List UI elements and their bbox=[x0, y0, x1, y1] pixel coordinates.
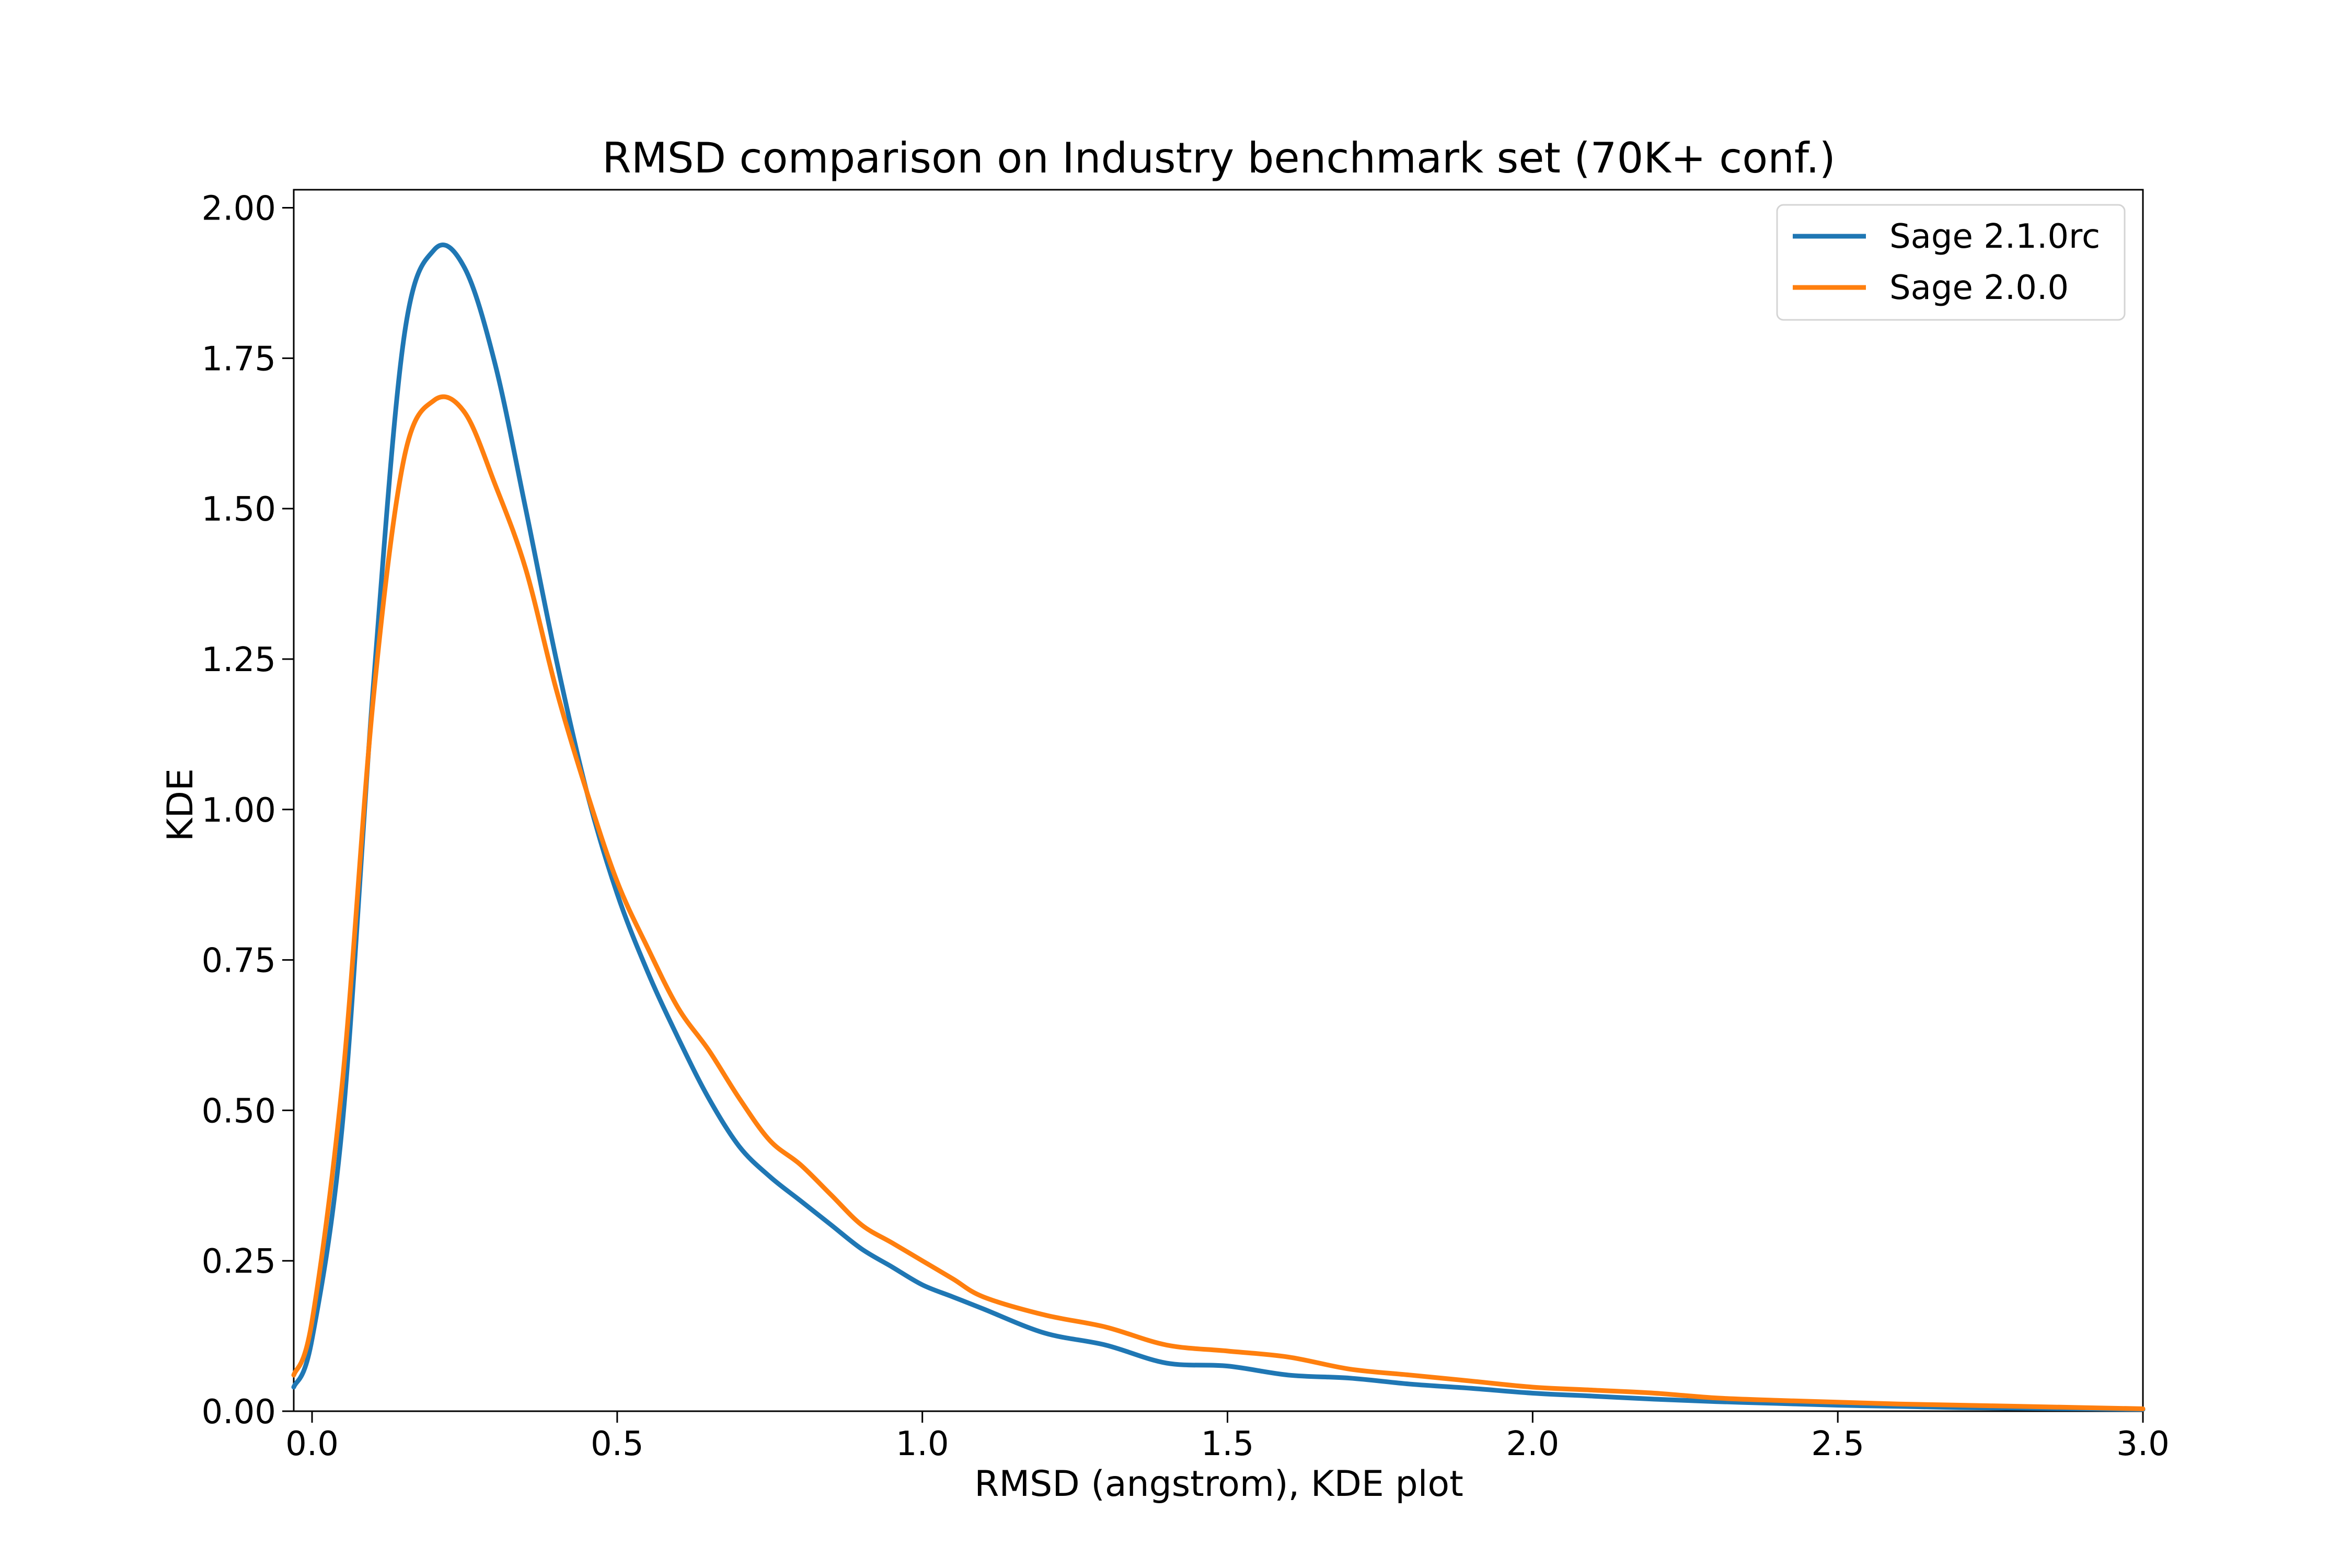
y-tick-label: 1.50 bbox=[202, 490, 276, 529]
y-tick-label: 0.50 bbox=[202, 1092, 276, 1131]
legend-label-sage-2-0-0: Sage 2.0.0 bbox=[1889, 269, 2069, 307]
legend: Sage 2.1.0rc Sage 2.0.0 bbox=[1776, 204, 2126, 321]
series-layer bbox=[291, 243, 2146, 1412]
y-axis-label: KDE bbox=[160, 768, 201, 841]
legend-label-sage-2-1-0rc: Sage 2.1.0rc bbox=[1889, 217, 2100, 256]
x-tick-label: 2.0 bbox=[1506, 1425, 1559, 1463]
x-tick-label: 0.0 bbox=[285, 1425, 339, 1463]
y-tick-label: 1.00 bbox=[202, 791, 276, 830]
plot-area bbox=[293, 189, 2144, 1412]
x-tick-label: 1.0 bbox=[896, 1425, 949, 1463]
y-tick-label: 0.00 bbox=[202, 1393, 276, 1432]
series-line-sage-2-0-0 bbox=[291, 394, 2146, 1411]
x-axis: 0.0 0.5 1.0 1.5 2.0 2.5 3.0 bbox=[285, 1411, 2170, 1463]
plot-frame bbox=[293, 189, 2144, 1412]
y-tick-label: 0.25 bbox=[202, 1242, 276, 1281]
y-tick-label: 2.00 bbox=[202, 190, 276, 228]
y-tick-label: 1.25 bbox=[202, 641, 276, 679]
series-line-sage-2-1-0rc bbox=[291, 243, 2146, 1412]
x-tick-label: 0.5 bbox=[591, 1425, 644, 1463]
legend-box bbox=[1776, 204, 2126, 321]
x-tick-label: 2.5 bbox=[1811, 1425, 1864, 1463]
chart-title: RMSD comparison on Industry benchmark se… bbox=[602, 134, 1836, 182]
x-tick-label: 1.5 bbox=[1201, 1425, 1254, 1463]
x-tick-label: 3.0 bbox=[2116, 1425, 2170, 1463]
x-axis-label: RMSD (angstrom), KDE plot bbox=[974, 1463, 1463, 1505]
y-tick-label: 0.75 bbox=[202, 942, 276, 981]
y-tick-label: 1.75 bbox=[202, 340, 276, 378]
y-axis: 0.00 0.25 0.50 0.75 1.00 1.25 1.50 1.75 2.00 bbox=[202, 190, 294, 1432]
